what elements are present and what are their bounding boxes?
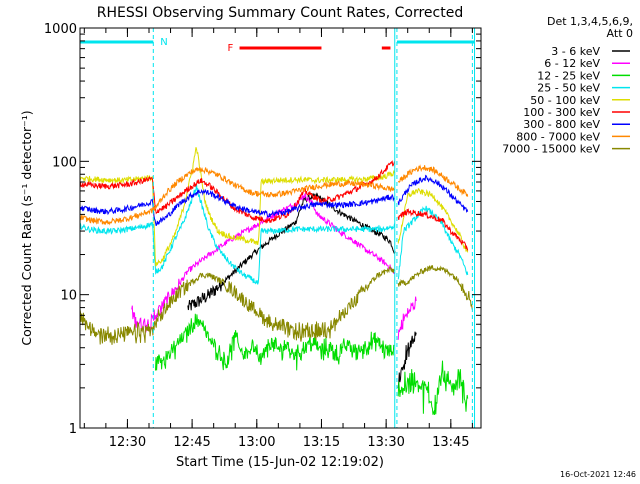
legend-label-8: 7000 - 15000 keV [502,143,600,156]
legend-label-5: 100 - 300 keV [523,106,600,119]
series-line-4 [155,313,395,371]
x-tick-label: 13:30 [367,435,404,450]
legend-header-attenuator: Att 0 [607,27,633,40]
x-tick-label: 13:45 [432,435,469,450]
footer-timestamp: 16-Oct-2021 12:46 [560,470,636,479]
series-line-12 [80,188,395,227]
x-axis-label: Start Time (15-Jun-02 12:19:02) [176,455,384,470]
y-tick-label: 1000 [44,22,77,37]
flare-label: F [228,43,234,54]
legend-header: Det 1,3,4,5,6,9, [547,15,633,28]
series-line-0 [187,192,396,311]
legend-label-3: 25 - 50 keV [537,82,600,95]
plot-area: NF [80,28,476,428]
series-line-13 [397,174,469,214]
series-line-11 [397,208,469,251]
series-line-1 [397,331,417,389]
legend-label-7: 800 - 7000 keV [516,130,600,143]
series-line-10 [80,160,395,224]
legend-label-1: 6 - 12 keV [544,57,600,70]
x-tick-label: 12:45 [173,435,210,450]
legend-label-6: 300 - 800 keV [523,118,600,131]
series-line-9 [397,187,469,253]
axes: 1 10 100 1000 12:30 12:45 13:00 13:15 13:30 13:45 [44,22,482,450]
series-line-5 [397,360,469,415]
legend-label-0: 3 - 6 keV [551,45,600,58]
y-tick-label: 1 [69,422,77,437]
legend-label-2: 12 - 25 keV [537,69,600,82]
x-tick-label: 13:00 [238,435,275,450]
series-line-14 [80,167,395,226]
y-tick-label: 100 [52,155,77,170]
chart-title: RHESSI Observing Summary Count Rates, Co… [97,5,463,21]
x-tick-label: 13:15 [303,435,340,450]
series-line-16 [80,265,395,345]
plot-frame [79,27,482,429]
night-label: N [160,37,167,48]
series-line-6 [80,184,395,285]
series-line-3 [397,296,417,340]
y-tick-label: 10 [60,289,77,304]
series-line-8 [80,147,395,267]
legend-label-4: 50 - 100 keV [530,94,600,107]
x-tick-label: 12:30 [109,435,146,450]
y-axis-label: Corrected Count Rate (s⁻¹ detector⁻¹) [19,110,34,345]
series-line-7 [397,205,469,280]
series-line-17 [397,264,473,310]
series-line-15 [397,164,469,197]
